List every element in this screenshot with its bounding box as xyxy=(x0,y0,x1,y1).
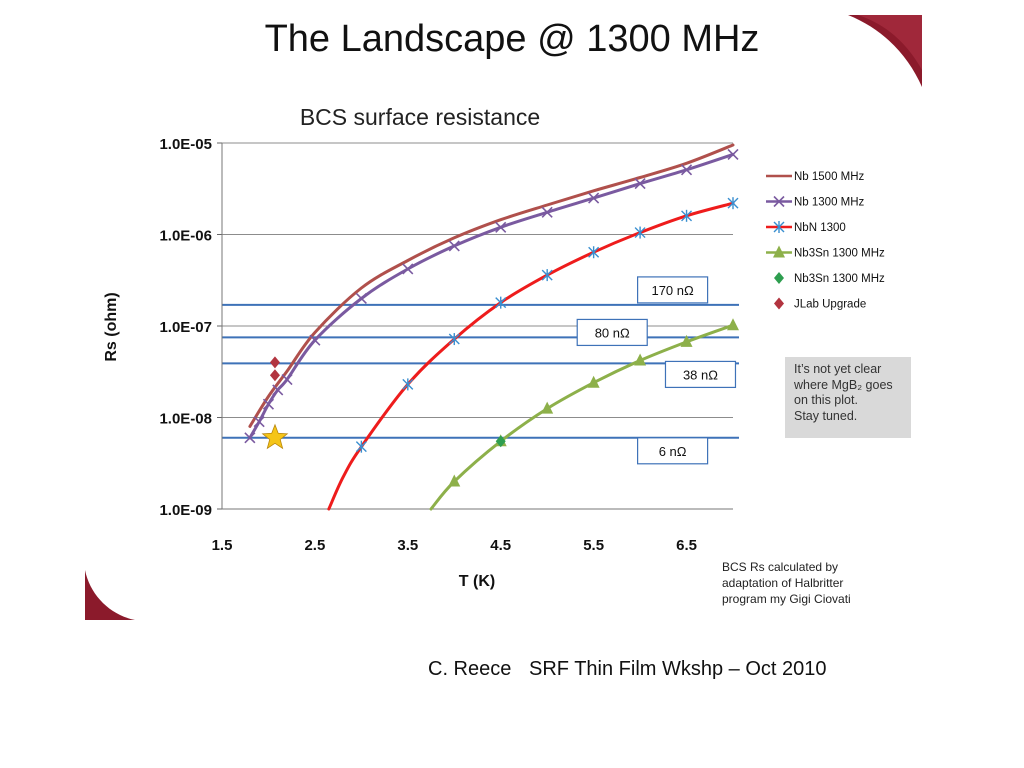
asterisk-marker xyxy=(541,269,553,282)
note-line: It’s not yet clear xyxy=(794,362,882,376)
legend-label: NbN 1300 xyxy=(794,222,846,234)
x-marker xyxy=(309,334,321,346)
x-marker xyxy=(262,398,275,410)
slide-title: The Landscape @ 1300 MHz xyxy=(264,18,760,60)
x-marker-stroke xyxy=(588,192,600,204)
x-marker-stroke xyxy=(262,398,275,410)
x-marker xyxy=(727,148,739,160)
y-tick-label: 1.0E-05 xyxy=(159,136,212,153)
footnote-line: adaptation of Halbritter xyxy=(722,576,844,590)
x-marker-stroke xyxy=(281,373,293,386)
asterisk-marker xyxy=(495,296,507,309)
footnote-line: program my Gigi Ciovati xyxy=(722,592,851,606)
mgb2-note: It’s not yet clear where MgB₂ goes on th… xyxy=(785,357,911,438)
x-tick-label: 4.5 xyxy=(490,537,511,554)
y-tick-label: 1.0E-07 xyxy=(159,319,212,336)
y-axis-label: Rs (ohm) xyxy=(103,292,120,361)
footer-event: SRF Thin Film Wkshp – Oct 2010 xyxy=(529,658,827,680)
asterisk-marker xyxy=(634,226,646,239)
triangle-marker xyxy=(727,318,739,331)
x-marker-stroke xyxy=(309,334,321,346)
footer-author: C. Reece xyxy=(428,658,512,680)
corner-decoration-top-right xyxy=(848,15,922,87)
y-tick-label: 1.0E-08 xyxy=(159,411,212,428)
x-marker-stroke xyxy=(680,164,693,176)
y-tick-label: 1.0E-09 xyxy=(159,502,212,519)
x-marker xyxy=(680,164,693,176)
legend-label: Nb 1300 MHz xyxy=(794,197,865,209)
x-marker-stroke xyxy=(402,263,414,275)
corner-decoration-bottom-left xyxy=(85,570,135,620)
triangle-marker xyxy=(587,375,600,388)
threshold-label: 6 nΩ xyxy=(659,444,687,459)
x-tick-label: 1.5 xyxy=(212,537,233,554)
asterisk-marker xyxy=(727,197,739,210)
x-marker xyxy=(244,432,256,444)
x-marker-stroke xyxy=(244,432,256,444)
asterisk-marker xyxy=(681,209,693,222)
x-marker xyxy=(355,292,367,305)
asterisk-marker xyxy=(773,221,785,233)
series-line xyxy=(248,143,735,428)
x-tick-label: 2.5 xyxy=(304,537,325,554)
x-marker xyxy=(495,221,507,233)
x-marker-stroke xyxy=(634,178,646,190)
threshold-label-box xyxy=(576,318,648,347)
x-marker xyxy=(773,195,785,208)
triangle-marker xyxy=(541,401,554,414)
x-marker xyxy=(448,240,460,252)
threshold-label-box xyxy=(664,360,737,389)
threshold-label-box xyxy=(637,437,709,465)
star-marker xyxy=(261,423,289,450)
diamond-marker xyxy=(269,369,280,382)
triangle-marker xyxy=(773,245,785,258)
note-line: where MgB₂ goes xyxy=(794,377,893,392)
asterisk-marker xyxy=(588,246,600,259)
x-marker-stroke xyxy=(355,292,367,305)
note-line: Stay tuned. xyxy=(794,408,858,423)
x-marker xyxy=(634,178,646,190)
x-marker-stroke xyxy=(541,206,553,218)
chart-title: BCS surface resistance xyxy=(300,104,540,130)
x-tick-label: 6.5 xyxy=(676,537,697,554)
x-marker-stroke xyxy=(727,148,739,160)
x-marker xyxy=(402,263,414,275)
footnote-line: BCS Rs calculated by xyxy=(722,560,839,574)
threshold-label-box xyxy=(637,276,709,304)
diamond-marker xyxy=(269,356,280,369)
x-marker-stroke xyxy=(272,384,284,396)
x-marker-stroke xyxy=(495,221,507,233)
note-line: on this plot. xyxy=(794,393,858,407)
x-marker-stroke xyxy=(448,240,460,252)
diamond-marker xyxy=(774,297,784,310)
x-marker-stroke xyxy=(773,195,785,208)
threshold-label: 80 nΩ xyxy=(595,325,630,340)
asterisk-marker xyxy=(355,440,367,453)
x-marker-stroke xyxy=(253,416,265,428)
x-marker xyxy=(588,192,600,204)
legend-label: Nb 1500 MHz xyxy=(794,171,865,183)
y-tick-label: 1.0E-06 xyxy=(159,228,212,245)
legend-label: Nb3Sn 1300 MHz xyxy=(794,273,885,285)
threshold-label: 170 nΩ xyxy=(651,283,694,298)
legend-label: Nb3Sn 1300 MHz xyxy=(794,248,885,260)
diamond-marker xyxy=(495,435,506,448)
x-tick-label: 5.5 xyxy=(583,537,604,554)
x-marker xyxy=(272,384,284,396)
x-axis-label: T (K) xyxy=(459,573,495,590)
asterisk-marker xyxy=(402,378,414,391)
x-tick-label: 3.5 xyxy=(397,537,418,554)
x-marker xyxy=(541,206,553,218)
asterisk-marker xyxy=(448,333,460,346)
triangle-marker xyxy=(634,353,647,366)
triangle-marker xyxy=(448,474,461,487)
threshold-label: 38 nΩ xyxy=(683,367,718,382)
legend-label: JLab Upgrade xyxy=(794,299,866,311)
x-marker xyxy=(281,373,293,386)
triangle-marker xyxy=(680,334,693,347)
x-marker xyxy=(253,416,265,428)
calculation-footnote: BCS Rs calculated by adaptation of Halbr… xyxy=(722,559,922,607)
diamond-marker xyxy=(774,272,784,284)
